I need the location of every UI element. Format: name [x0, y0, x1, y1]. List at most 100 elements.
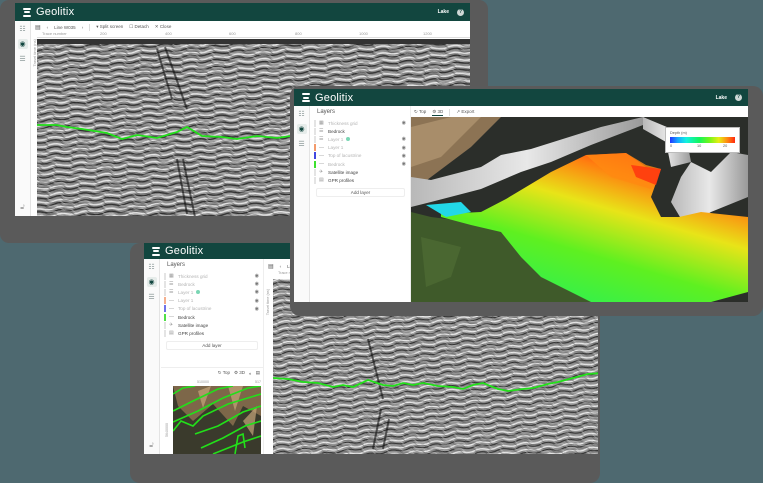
layer-color-bar	[314, 168, 316, 176]
contrast-icon[interactable]: ◐	[249, 370, 252, 376]
settings-icon[interactable]: ☰	[298, 141, 305, 148]
logo[interactable]: Geolitix	[21, 6, 74, 18]
menu-icon[interactable]: ▤	[35, 24, 41, 31]
layer-item[interactable]: — Layer 1 ◉	[161, 297, 263, 305]
layer-color-bar	[164, 313, 166, 321]
layer-label: Thickness grid	[178, 273, 208, 279]
surface-icon: ☰	[319, 136, 324, 143]
layer-item[interactable]: ▦ Thickness grid ◉	[161, 272, 263, 280]
surface-icon: ☰	[169, 289, 174, 296]
map-x-tick: 510000	[197, 380, 209, 384]
layers-icon[interactable]: ◉	[296, 124, 307, 134]
layer-color-bar	[164, 329, 166, 337]
layer-label: Satellite image	[178, 322, 209, 328]
close-button[interactable]: ✕ Close	[154, 24, 172, 29]
visibility-eye-icon[interactable]: ◉	[401, 120, 406, 127]
layers-icon[interactable]: ◉	[17, 39, 28, 49]
layer-label: Layer 1	[328, 145, 344, 151]
prev-line-button[interactable]: ‹	[46, 24, 49, 30]
divider	[89, 23, 91, 31]
visibility-eye-icon[interactable]: ◉	[401, 152, 406, 159]
visibility-eye-icon[interactable]: ◉	[254, 305, 259, 312]
visibility-eye-icon[interactable]: ◉	[254, 289, 259, 296]
layer-color-bar	[314, 127, 316, 135]
detach-button[interactable]: ☐ Detach	[129, 24, 149, 29]
visibility-eye-icon[interactable]: ◉	[401, 136, 406, 143]
settings-icon[interactable]: ☰	[148, 294, 155, 301]
project-name[interactable]: Lake	[437, 9, 449, 15]
project-name[interactable]: Lake	[715, 94, 727, 101]
layer-color-bar	[314, 176, 316, 184]
layer-item[interactable]: ✈ Satellite image	[311, 168, 410, 176]
layer-item[interactable]: ☰ Layer 1 ◉	[311, 135, 410, 143]
menu-icon[interactable]: ▤	[255, 370, 260, 375]
x-tick: 600	[229, 31, 236, 36]
layers-icon[interactable]: ◉	[146, 277, 157, 287]
lock-icon[interactable]: 🔓︎	[20, 204, 25, 211]
settings-icon[interactable]: ☰	[19, 56, 26, 63]
x-axis-label: Trace number	[42, 31, 67, 36]
layer-item[interactable]: — Layer 1 ◉	[311, 144, 410, 152]
top-view-button[interactable]: ↻ Top	[414, 109, 427, 114]
layer-color-bar	[164, 288, 166, 296]
layer-item[interactable]: ✈ Satellite image	[161, 321, 263, 329]
visibility-eye-icon[interactable]: ◉	[254, 297, 259, 304]
layer-item[interactable]: ▦ Thickness grid ◉	[311, 119, 410, 127]
split-screen-button[interactable]: ▾ Split screen	[96, 24, 124, 29]
visibility-eye-icon[interactable]: ◉	[401, 144, 406, 151]
layer-label: GPR profiles	[328, 177, 355, 183]
layer-label: Thickness grid	[328, 120, 358, 126]
top-view-button[interactable]: ↻ Top	[217, 370, 230, 375]
layer-item[interactable]: — Bedrock ◉	[311, 160, 410, 168]
layer-label: Bedrock	[178, 314, 195, 320]
visibility-eye-icon[interactable]: ◉	[254, 281, 259, 288]
layer-item[interactable]: — Top of lacustrine ◉	[311, 152, 410, 160]
layer-item[interactable]: — Top of lacustrine ◉	[161, 305, 263, 313]
layer-label: Bedrock	[178, 281, 195, 287]
layout-icon[interactable]: ☷	[298, 111, 305, 118]
layer-item[interactable]: ☰ Layer 1 ◉	[161, 288, 263, 296]
brand-name: Geolitix	[315, 91, 354, 104]
map-x-tick-right: 517	[255, 380, 261, 384]
surface-icon: ☰	[319, 128, 324, 135]
lock-icon[interactable]: 🔓︎	[149, 442, 154, 449]
app-bar: Geolitix Lake ?	[294, 89, 748, 106]
add-layer-button[interactable]: Add layer	[166, 340, 258, 350]
geolitix-logo-icon	[21, 7, 32, 18]
help-icon[interactable]: ?	[735, 94, 742, 101]
logo[interactable]: Geolitix	[150, 245, 203, 257]
visibility-eye-icon[interactable]: ◉	[401, 161, 406, 168]
3d-view-button[interactable]: ⚙ 3D	[432, 108, 444, 116]
top-label: Top	[418, 109, 427, 114]
layer-item[interactable]: ☰ Bedrock ◉	[161, 280, 263, 288]
export-button[interactable]: ↗ Export	[456, 109, 475, 114]
brand-name: Geolitix	[36, 6, 75, 18]
layer-label: GPR profiles	[178, 330, 205, 336]
layout-icon[interactable]: ☷	[148, 264, 155, 271]
layer-item[interactable]: — Bedrock	[161, 313, 263, 321]
line-selector[interactable]: Line W035	[54, 24, 76, 30]
visibility-eye-icon[interactable]: ◉	[254, 273, 259, 280]
menu-icon[interactable]: ▤	[268, 263, 274, 270]
next-line-button[interactable]: ›	[81, 24, 84, 30]
help-icon[interactable]: ?	[457, 8, 464, 16]
line-icon: —	[169, 305, 174, 312]
prev-line-button[interactable]: ‹	[279, 263, 282, 269]
3d-viewport[interactable]: Depth (m) 0 10 20	[411, 117, 748, 302]
legend-tick: 20	[723, 144, 728, 148]
detach-label: Detach	[134, 24, 149, 29]
layout-icon[interactable]: ☷	[19, 26, 26, 33]
depth-colorbar	[670, 137, 735, 143]
layer-item[interactable]: ☰ Bedrock	[311, 127, 410, 135]
layer-color-bar	[164, 297, 166, 305]
3d-view-button[interactable]: ⚙ 3D	[233, 370, 246, 375]
layer-color-bar	[164, 321, 166, 329]
status-dot-icon	[346, 137, 351, 142]
layer-item[interactable]: ▤ GPR profiles	[161, 329, 263, 337]
x-axis-ruler: Trace number 200 400 600 800 1000 1200	[37, 31, 470, 38]
add-layer-button[interactable]: Add layer	[316, 187, 405, 197]
layer-item[interactable]: ▤ GPR profiles	[311, 176, 410, 184]
logo[interactable]: Geolitix	[300, 92, 353, 104]
map-canvas[interactable]	[173, 386, 261, 454]
bedrock-horizon[interactable]	[273, 372, 598, 392]
